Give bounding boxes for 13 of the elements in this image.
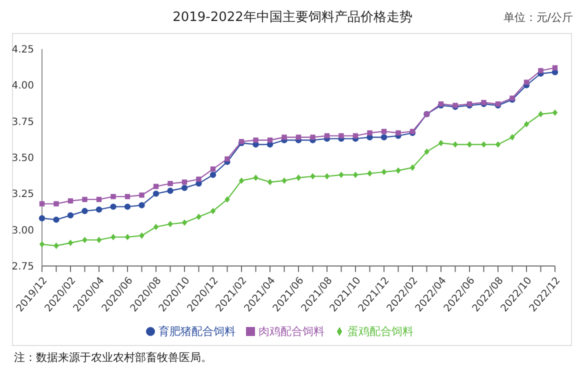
- y-tick-label: 4.25: [12, 44, 34, 56]
- text: 注：数据来源于农业农村部畜牧兽医局。: [14, 350, 212, 365]
- y-tick-label: 4.00: [12, 80, 34, 92]
- legend-label: 育肥猪配合饲料: [158, 325, 236, 338]
- y-tick-label: 3.75: [12, 116, 34, 128]
- y-tick-label: 3.25: [12, 189, 34, 200]
- y-tick-label: 3.00: [12, 225, 34, 236]
- legend-label: 肉鸡配合饲料: [258, 325, 324, 338]
- chart-title: 2019-2022年中国主要饲料产品价格走势: [172, 10, 412, 25]
- y-tick-label: 2.75: [12, 262, 34, 273]
- y-tick-label: 3.50: [12, 153, 34, 164]
- text: 单位：元/公斤: [503, 10, 573, 25]
- legend-label: 蛋鸡配合饲料: [348, 325, 414, 338]
